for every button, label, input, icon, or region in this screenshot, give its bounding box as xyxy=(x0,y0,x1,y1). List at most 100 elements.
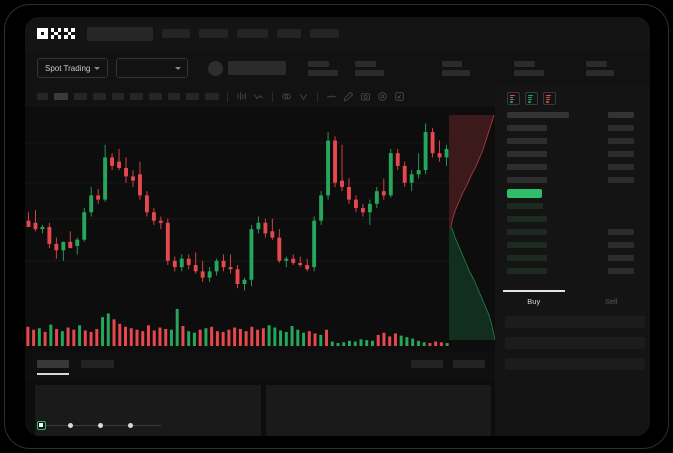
price-chart-area[interactable] xyxy=(25,107,495,352)
orderbook-row[interactable] xyxy=(507,242,547,248)
line-chart-icon[interactable] xyxy=(326,91,337,102)
orderbook-row[interactable] xyxy=(507,177,547,183)
pair-avatar xyxy=(208,60,224,76)
chart-type-icon[interactable] xyxy=(298,91,309,102)
orderbook-mode-group xyxy=(495,86,650,105)
logo-o-glyph xyxy=(37,28,48,39)
timeframe-10[interactable] xyxy=(205,93,219,100)
indicator-icon[interactable] xyxy=(253,91,264,102)
nav-item-4[interactable] xyxy=(277,29,301,38)
timeframe-6[interactable] xyxy=(130,93,143,100)
tab-buy[interactable]: Buy xyxy=(495,290,573,312)
timeframe-2[interactable] xyxy=(54,93,68,100)
orderbook-row[interactable] xyxy=(507,125,547,131)
orderbook-row[interactable] xyxy=(507,255,547,261)
timeframe-3[interactable] xyxy=(74,93,87,100)
slider-dot-75[interactable] xyxy=(128,423,133,428)
action-cancel-all[interactable] xyxy=(453,360,485,368)
timeframe-1[interactable] xyxy=(37,93,48,100)
amount-percent-slider[interactable] xyxy=(37,421,165,430)
stat-volume-24h xyxy=(586,60,615,76)
fullscreen-icon[interactable] xyxy=(394,91,405,102)
orderbook-mixed-icon[interactable] xyxy=(507,92,520,105)
nav-item-3[interactable] xyxy=(237,29,268,38)
stat-high-24h xyxy=(442,60,471,76)
slider-handle[interactable] xyxy=(37,421,46,430)
toolbar-divider xyxy=(227,91,228,102)
chevron-down-icon xyxy=(94,66,101,70)
device-frame: Spot Trading xyxy=(4,4,669,449)
tab-order-history[interactable] xyxy=(81,360,114,368)
pencil-icon[interactable] xyxy=(343,91,354,102)
compare-icon[interactable] xyxy=(281,91,292,102)
tab-open-orders[interactable] xyxy=(37,360,69,368)
orderbook-row-value xyxy=(608,177,634,183)
order-price-field[interactable] xyxy=(505,316,645,328)
orderbook-row-value xyxy=(608,138,634,144)
camera-icon[interactable] xyxy=(360,91,371,102)
device-screen: Spot Trading xyxy=(25,17,650,436)
trade-sidebar: Buy Sell xyxy=(495,86,650,436)
order-form xyxy=(505,316,645,379)
orderbook-row[interactable] xyxy=(507,138,547,144)
logo-x-glyph xyxy=(64,28,75,39)
market-sub-header: Spot Trading xyxy=(25,50,650,86)
chevron-down-icon xyxy=(175,66,182,70)
okx-logo[interactable] xyxy=(37,28,75,39)
stat-low-24h xyxy=(514,60,545,76)
candlestick-icon[interactable] xyxy=(236,91,247,102)
orderbook-row[interactable] xyxy=(507,112,569,118)
toolbar-divider xyxy=(272,91,273,102)
slider-dot-50[interactable] xyxy=(98,423,103,428)
orderbook-row[interactable] xyxy=(507,229,547,235)
action-hide-other-pairs[interactable] xyxy=(411,360,443,368)
orders-content-panels xyxy=(25,380,495,436)
market-depth-chart[interactable] xyxy=(449,115,495,340)
top-navigation-bar xyxy=(25,17,650,50)
orderbook-row[interactable] xyxy=(507,151,547,157)
orderbook-row-value xyxy=(608,125,634,131)
trading-pair-select[interactable] xyxy=(116,58,189,78)
orderbook-row[interactable] xyxy=(507,268,547,274)
orderbook-row[interactable] xyxy=(507,164,547,170)
timeframe-7[interactable] xyxy=(149,93,162,100)
orderbook-highlight-row[interactable] xyxy=(507,189,542,198)
orderbook-row-value xyxy=(608,242,634,248)
volume-chart xyxy=(26,309,449,346)
timeframe-4[interactable] xyxy=(93,93,106,100)
orderbook-row[interactable] xyxy=(507,216,547,222)
orders-tab-bar xyxy=(25,352,495,380)
slider-dot-25[interactable] xyxy=(68,423,73,428)
stat-change-24h xyxy=(355,60,385,76)
tab-active-underline xyxy=(37,373,69,375)
orderbook-row-value xyxy=(608,151,634,157)
orderbook-row-value xyxy=(608,268,634,274)
stat-last-price xyxy=(308,60,339,76)
timeframe-8[interactable] xyxy=(168,93,180,100)
orderbook-row-value xyxy=(608,229,634,235)
orderbook-asks-icon[interactable] xyxy=(543,92,556,105)
orderbook[interactable] xyxy=(495,112,650,288)
orderbook-row[interactable] xyxy=(507,203,543,209)
settings-icon[interactable] xyxy=(377,91,388,102)
nav-item-1[interactable] xyxy=(162,29,190,38)
orderbook-bids-icon[interactable] xyxy=(525,92,538,105)
trade-side-tabs: Buy Sell xyxy=(495,290,650,312)
orders-panel-right xyxy=(265,385,491,436)
orders-panel-left xyxy=(35,385,261,436)
search-input[interactable] xyxy=(87,26,153,41)
order-amount-field[interactable] xyxy=(505,337,645,349)
candlestick-chart[interactable] xyxy=(25,107,450,307)
timeframe-9[interactable] xyxy=(186,93,199,100)
spot-trading-dropdown[interactable]: Spot Trading xyxy=(37,58,109,78)
logo-k-glyph xyxy=(50,28,62,39)
spot-trading-label: Spot Trading xyxy=(45,63,91,73)
order-total-field[interactable] xyxy=(505,358,645,370)
nav-item-5[interactable] xyxy=(310,29,339,38)
orderbook-row-value xyxy=(608,164,634,170)
tab-sell[interactable]: Sell xyxy=(604,296,618,306)
chart-toolbar xyxy=(25,86,650,107)
nav-item-2[interactable] xyxy=(199,29,228,38)
orderbook-row-value xyxy=(608,255,634,261)
timeframe-5[interactable] xyxy=(112,93,124,100)
